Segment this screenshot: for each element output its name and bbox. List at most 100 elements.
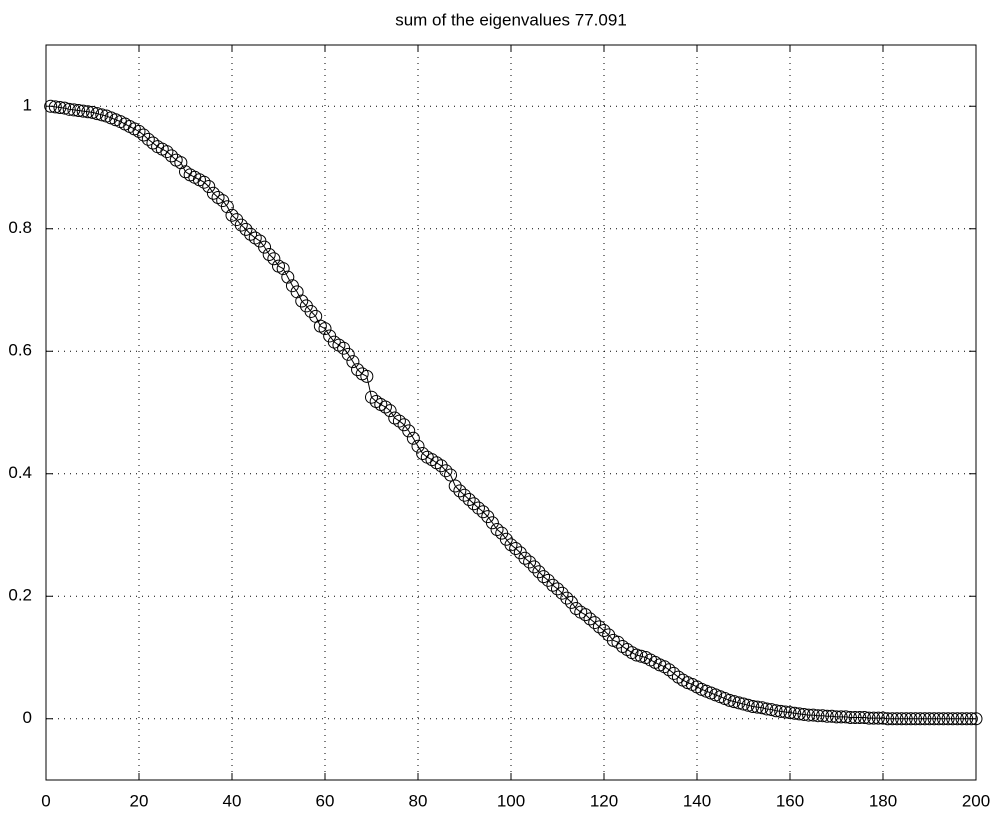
point — [211, 191, 225, 205]
point — [202, 179, 216, 193]
point — [834, 710, 848, 724]
point — [48, 100, 62, 114]
point — [402, 424, 416, 438]
point — [923, 712, 936, 726]
y-tick-label: 0.6 — [8, 341, 32, 360]
point — [941, 712, 955, 726]
line — [50, 105, 976, 720]
point — [788, 706, 802, 720]
point — [346, 355, 360, 369]
point — [960, 712, 974, 726]
point — [918, 712, 932, 726]
point — [885, 712, 899, 726]
point — [411, 439, 425, 453]
x-tick-label: 20 — [130, 791, 149, 810]
x-tick-label: 0 — [41, 791, 50, 810]
point — [58, 101, 72, 115]
point — [634, 649, 648, 663]
point — [778, 705, 792, 719]
point — [946, 712, 960, 726]
x-tick-label: 40 — [223, 791, 242, 810]
point — [732, 696, 746, 710]
point — [416, 447, 430, 461]
point — [360, 369, 374, 383]
point — [848, 711, 862, 725]
x-tick-label: 80 — [409, 791, 428, 810]
point — [909, 712, 923, 726]
point — [234, 218, 248, 232]
point — [769, 704, 783, 718]
point — [546, 578, 560, 592]
point — [737, 697, 750, 711]
point — [141, 132, 155, 146]
point — [137, 128, 151, 142]
point — [262, 247, 276, 261]
point — [53, 100, 67, 114]
point — [295, 294, 309, 308]
point — [90, 107, 104, 121]
point — [509, 541, 523, 555]
point — [662, 663, 676, 677]
point — [611, 635, 625, 649]
point — [244, 227, 258, 241]
point — [839, 710, 853, 724]
point — [802, 708, 816, 722]
point — [467, 497, 481, 511]
point — [518, 551, 532, 565]
point — [764, 703, 778, 717]
point — [86, 105, 99, 119]
point — [504, 538, 518, 552]
point — [746, 700, 760, 713]
point — [72, 104, 86, 118]
point — [378, 400, 392, 414]
point — [444, 468, 458, 482]
point — [425, 453, 439, 467]
point — [471, 501, 485, 515]
point — [792, 707, 806, 721]
point — [630, 648, 644, 662]
point — [750, 700, 764, 714]
point — [81, 105, 95, 119]
point — [458, 488, 471, 502]
point — [667, 666, 681, 680]
point — [160, 145, 174, 159]
point — [876, 711, 890, 725]
point — [853, 711, 867, 725]
point — [592, 620, 606, 634]
point — [267, 252, 281, 266]
point — [332, 338, 346, 352]
point — [406, 431, 420, 445]
point — [797, 707, 811, 721]
point — [318, 322, 332, 336]
x-tick-label: 60 — [316, 791, 335, 810]
chart-title: sum of the eigenvalues 77.091 — [395, 10, 627, 29]
y-tick-label: 0.2 — [8, 586, 32, 605]
point — [462, 492, 476, 506]
point — [825, 709, 839, 723]
point — [955, 712, 969, 726]
point — [225, 208, 239, 222]
point — [560, 591, 574, 605]
point — [583, 612, 597, 626]
point — [927, 712, 941, 726]
point — [132, 124, 146, 138]
point — [276, 262, 290, 276]
x-tick-label: 200 — [962, 791, 990, 810]
point — [816, 709, 830, 723]
point — [430, 456, 444, 470]
point — [820, 709, 834, 723]
point — [932, 712, 946, 726]
plot-frame — [45, 44, 977, 781]
point — [258, 240, 272, 254]
point — [862, 711, 876, 725]
point — [723, 693, 737, 707]
point — [448, 479, 462, 493]
point — [146, 136, 160, 150]
point — [248, 231, 262, 245]
point — [755, 701, 769, 715]
point — [304, 304, 318, 318]
point — [392, 414, 406, 428]
point — [327, 335, 341, 349]
point — [578, 608, 592, 622]
